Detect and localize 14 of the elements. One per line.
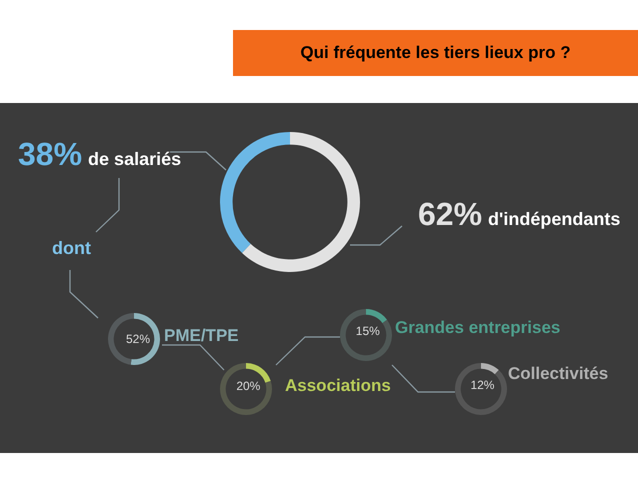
data-label: 62% [418, 196, 482, 233]
chart-title: Qui fréquente les tiers lieux pro ? [233, 30, 638, 76]
slice-label: PME/TPE [164, 326, 239, 346]
data-label: 38% [18, 136, 82, 173]
slice-label: de salariés [88, 149, 182, 170]
slice-label: d'indépendants [488, 209, 620, 230]
data-label: 15% [354, 323, 381, 340]
data-label: 20% [235, 378, 262, 395]
data-label: 12% [469, 377, 496, 394]
slice-label: Grandes entreprises [395, 318, 560, 338]
slice-label: Associations [285, 376, 391, 396]
text: dont [52, 238, 91, 259]
data-label: 52% [124, 331, 151, 348]
slice-label: Collectivités [508, 364, 608, 384]
